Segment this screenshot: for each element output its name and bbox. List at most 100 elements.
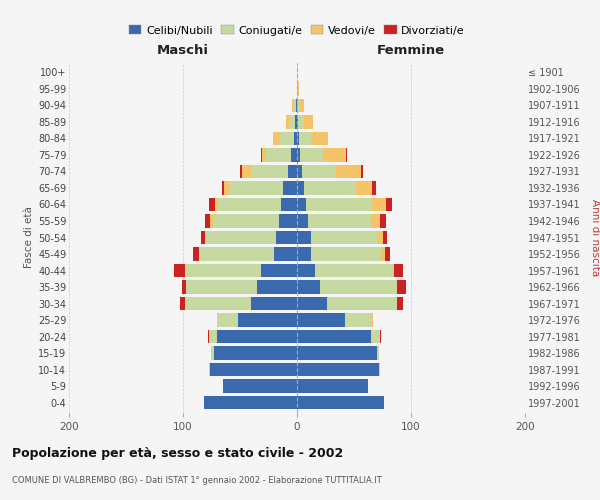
Bar: [273, 132, 280, 145]
Bar: [222, 181, 224, 194]
Bar: [280, 132, 293, 145]
Bar: [393, 264, 394, 278]
Bar: [260, 148, 262, 162]
Bar: [297, 181, 304, 194]
Text: COMUNE DI VALBREMBO (BG) - Dati ISTAT 1° gennaio 2002 - Elaborazione TUTTITALIA.: COMUNE DI VALBREMBO (BG) - Dati ISTAT 1°…: [12, 476, 382, 485]
Bar: [288, 164, 297, 178]
Bar: [383, 230, 387, 244]
Bar: [296, 98, 297, 112]
Bar: [203, 396, 297, 409]
Bar: [361, 164, 363, 178]
Bar: [251, 164, 288, 178]
Bar: [297, 380, 368, 393]
Bar: [240, 164, 242, 178]
Bar: [297, 132, 299, 145]
Bar: [185, 297, 251, 310]
Bar: [174, 264, 185, 278]
Bar: [262, 148, 266, 162]
Bar: [311, 230, 377, 244]
Bar: [298, 82, 299, 96]
Bar: [336, 164, 361, 178]
Bar: [297, 198, 306, 211]
Bar: [193, 247, 199, 261]
Bar: [298, 115, 304, 128]
Bar: [182, 280, 187, 294]
Bar: [297, 396, 383, 409]
Bar: [209, 330, 217, 344]
Bar: [211, 363, 297, 376]
Bar: [297, 148, 301, 162]
Bar: [218, 198, 281, 211]
Bar: [372, 314, 373, 327]
Bar: [371, 330, 380, 344]
Bar: [224, 181, 229, 194]
Bar: [397, 297, 403, 310]
Bar: [377, 346, 379, 360]
Bar: [320, 280, 397, 294]
Bar: [212, 214, 279, 228]
Bar: [397, 280, 406, 294]
Bar: [297, 264, 315, 278]
Bar: [297, 164, 302, 178]
Bar: [306, 198, 372, 211]
Bar: [301, 98, 304, 112]
Bar: [281, 198, 297, 211]
Bar: [297, 280, 320, 294]
Bar: [209, 198, 215, 211]
Bar: [372, 181, 376, 194]
Bar: [185, 264, 260, 278]
Bar: [377, 230, 383, 244]
Bar: [229, 181, 283, 194]
Bar: [215, 198, 218, 211]
Bar: [293, 98, 296, 112]
Bar: [251, 297, 297, 310]
Bar: [297, 363, 379, 376]
Bar: [277, 230, 297, 244]
Text: Maschi: Maschi: [157, 44, 209, 57]
Bar: [302, 164, 336, 178]
Bar: [217, 314, 238, 327]
Bar: [323, 148, 346, 162]
Bar: [345, 314, 372, 327]
Bar: [214, 346, 297, 360]
Bar: [297, 230, 311, 244]
Bar: [382, 247, 385, 261]
Bar: [201, 230, 205, 244]
Bar: [223, 380, 297, 393]
Bar: [211, 214, 212, 228]
Bar: [295, 115, 297, 128]
Bar: [297, 297, 326, 310]
Bar: [299, 132, 311, 145]
Y-axis label: Anni di nascita: Anni di nascita: [590, 199, 600, 276]
Y-axis label: Fasce di età: Fasce di età: [23, 206, 34, 268]
Bar: [308, 214, 371, 228]
Bar: [208, 330, 209, 344]
Bar: [279, 214, 297, 228]
Bar: [286, 115, 289, 128]
Bar: [386, 198, 392, 211]
Bar: [292, 98, 293, 112]
Bar: [371, 214, 380, 228]
Bar: [257, 280, 297, 294]
Bar: [380, 214, 386, 228]
Bar: [379, 363, 380, 376]
Bar: [326, 297, 397, 310]
Bar: [242, 164, 251, 178]
Legend: Celibi/Nubili, Coniugati/e, Vedovi/e, Divorziati/e: Celibi/Nubili, Coniugati/e, Vedovi/e, Di…: [125, 21, 469, 40]
Bar: [206, 230, 277, 244]
Text: Popolazione per età, sesso e stato civile - 2002: Popolazione per età, sesso e stato civil…: [12, 448, 343, 460]
Bar: [199, 247, 200, 261]
Bar: [304, 181, 356, 194]
Bar: [238, 314, 297, 327]
Bar: [289, 115, 295, 128]
Bar: [211, 346, 214, 360]
Bar: [266, 148, 292, 162]
Bar: [311, 132, 328, 145]
Bar: [292, 148, 297, 162]
Bar: [297, 330, 371, 344]
Bar: [346, 148, 347, 162]
Bar: [179, 297, 185, 310]
Bar: [200, 247, 274, 261]
Bar: [356, 181, 372, 194]
Bar: [217, 330, 297, 344]
